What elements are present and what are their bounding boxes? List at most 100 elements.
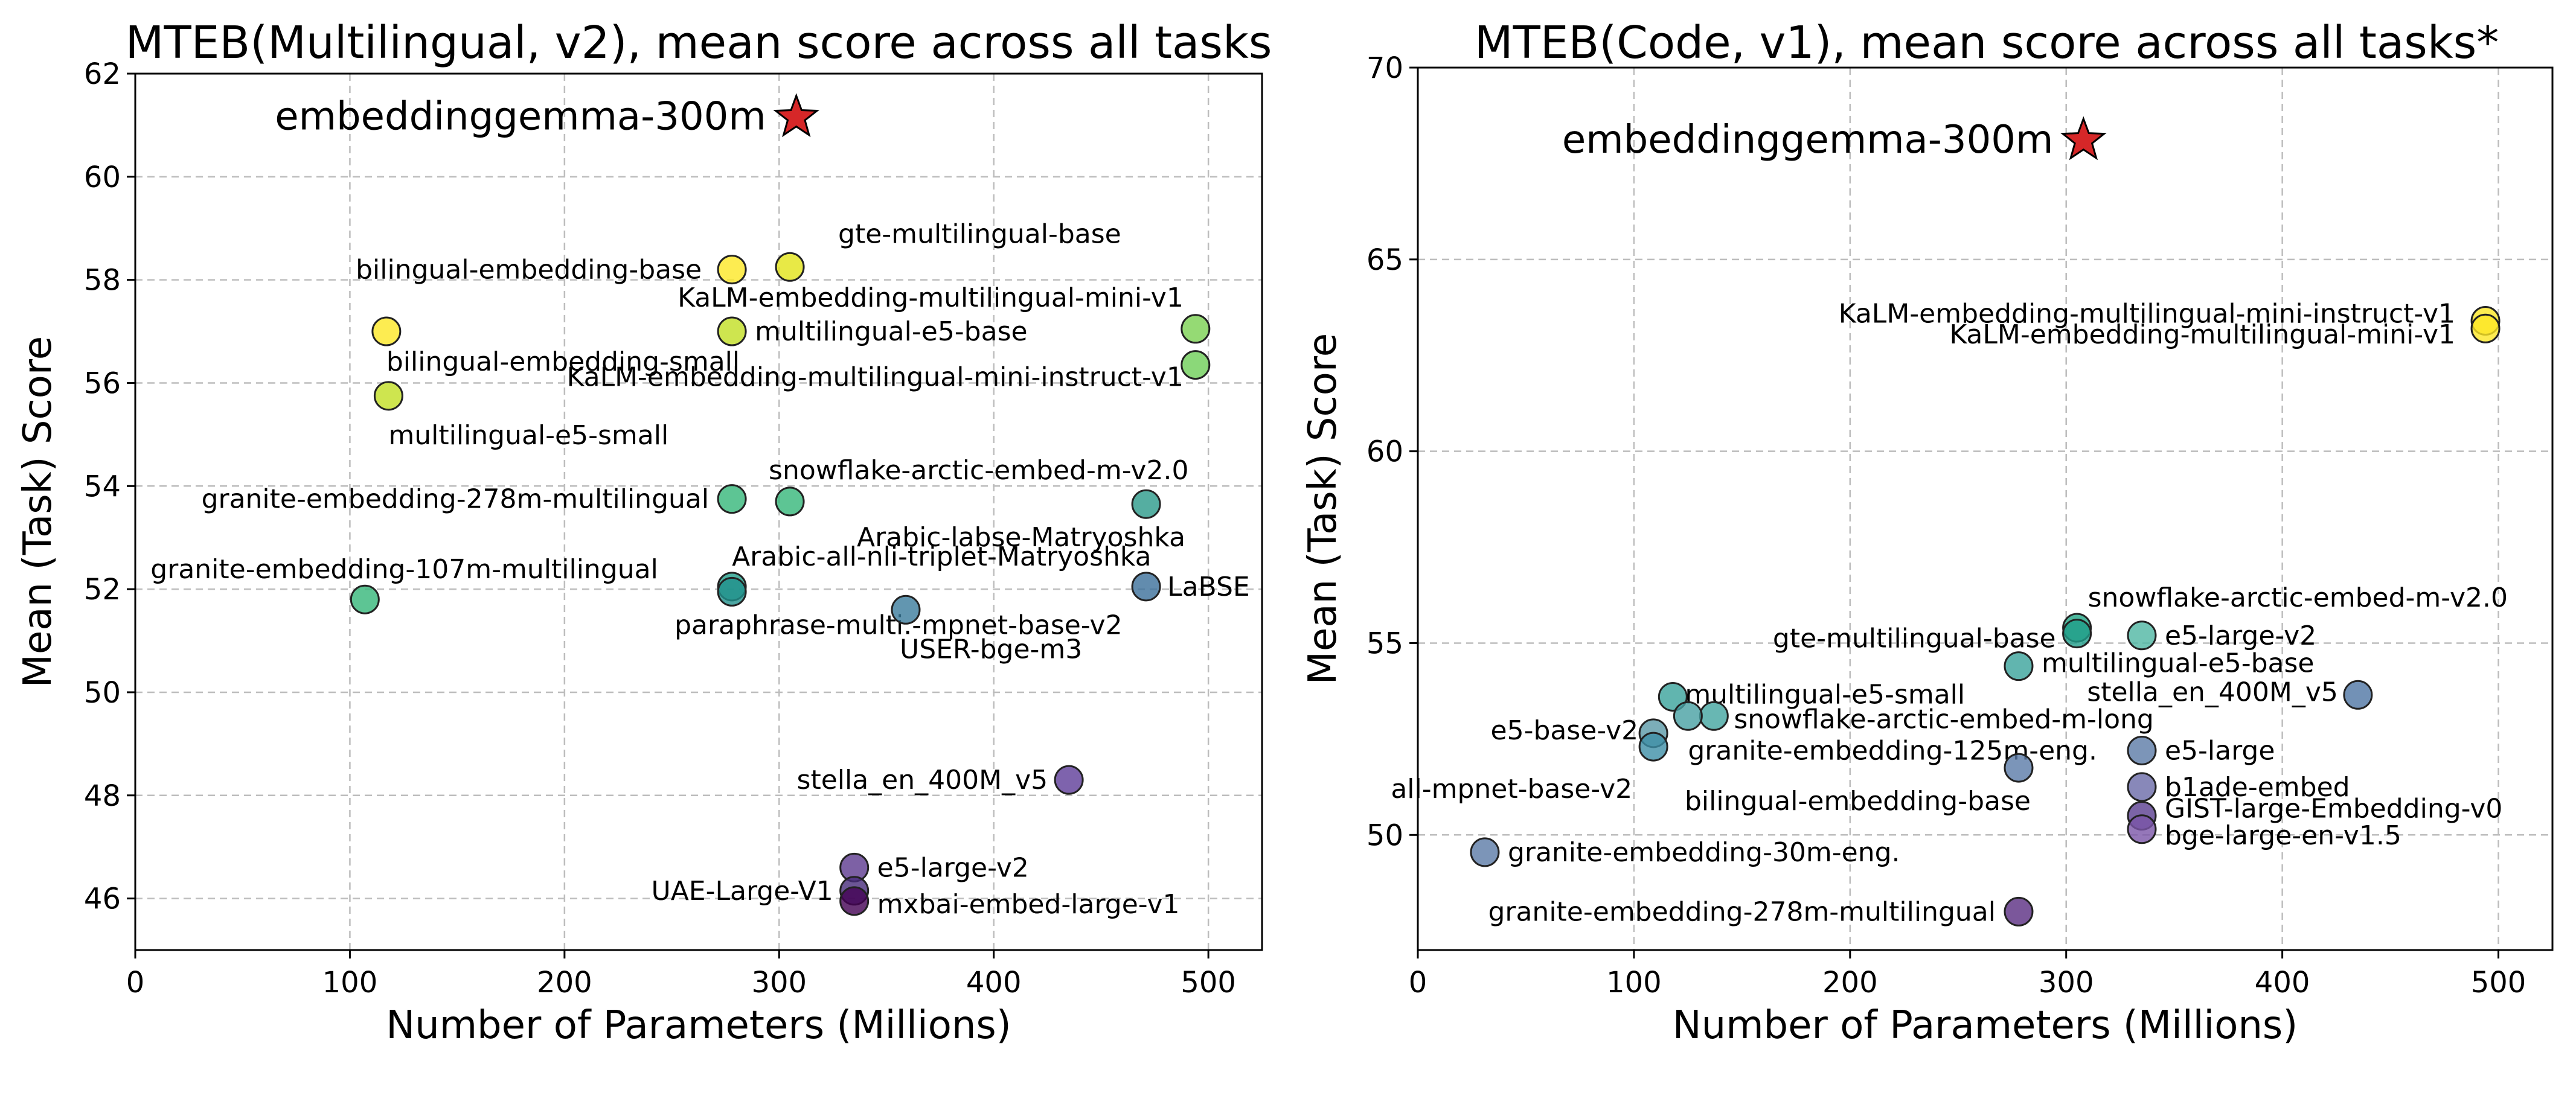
data-point (1131, 489, 1161, 519)
point-label: e5-large (2165, 735, 2275, 766)
point-label: UAE-Large-V1 (652, 876, 833, 907)
point-label: USER-bge-m3 (900, 634, 1082, 665)
x-tick-label: 100 (322, 966, 378, 1000)
data-point (717, 255, 747, 285)
x-axis-label: Number of Parameters (Millions) (1673, 1003, 2298, 1048)
data-point (839, 886, 870, 916)
point-label: granite-embedding-278m-multilingual (202, 484, 710, 515)
point-label: bilingual-embedding-small (386, 346, 740, 377)
point-label: KaLM-embedding-multilingual-mini-v1 (678, 282, 1184, 313)
y-tick-label: 50 (84, 676, 121, 710)
point-label: Arabic-all-nli-triplet-Matryoshka (732, 541, 1152, 572)
x-tick-label: 200 (537, 966, 592, 1000)
point-label: granite-embedding-107m-multilingual (150, 554, 658, 585)
point-label: snowflake-arctic-embed-m-v2.0 (769, 455, 1188, 486)
highlight-label: embeddinggemma-300m (1562, 118, 2053, 162)
point-label: GIST-large-Embedding-v0 (2165, 794, 2502, 824)
data-point (2343, 680, 2373, 710)
highlight-label: embeddinggemma-300m (275, 95, 766, 139)
data-point (1638, 732, 1668, 762)
x-tick-label: 200 (1822, 966, 1878, 1000)
point-label: snowflake-arctic-embed-m-long (1734, 704, 2154, 735)
data-point (373, 381, 403, 411)
chart-panel-1: 0 100 200 300 400 500 46 48 50 52 54 56 58 60 62MTEB(M… (16, 17, 1272, 1048)
point-label: granite-embedding-278m-multilingual (1488, 896, 1996, 927)
x-tick-label: 0 (1409, 966, 1427, 1000)
point-label: bilingual-embedding-base (356, 255, 702, 285)
point-label: gte-multilingual-base (1773, 623, 2056, 654)
data-point (371, 316, 402, 346)
point-label: KaLM-embedding-multilingual-mini-v1 (1949, 319, 2455, 350)
data-point (1054, 765, 1084, 795)
y-tick-label: 58 (84, 264, 121, 298)
point-label: all-mpnet-base-v2 (1391, 774, 1632, 805)
chart-title: MTEB(Code, v1), mean score across all ta… (1475, 17, 2499, 69)
point-label: b1ade-embed (2165, 772, 2350, 803)
point-label: stella_en_400M_v5 (2087, 677, 2338, 707)
point-label: LaBSE (1167, 572, 1250, 602)
data-point (2127, 735, 2157, 765)
x-tick-label: 500 (1181, 966, 1236, 1000)
y-tick-label: 62 (84, 57, 121, 91)
data-point (1181, 314, 1211, 344)
point-label: Arabic-labse-Matryoshka (857, 522, 1185, 553)
y-axis-label: Mean (Task) Score (1301, 333, 1345, 684)
point-label: mxbai-embed-large-v1 (877, 889, 1180, 920)
point-label: gte-multilingual-base (838, 218, 1121, 249)
point-label: granite-embedding-30m-eng. (1508, 837, 1900, 868)
y-tick-label: 46 (84, 882, 121, 916)
data-point (775, 252, 805, 282)
point-label: KaLM-embedding-multilingual-mini-instruc… (1839, 299, 2455, 330)
x-axis-label: Number of Parameters (Millions) (386, 1003, 1011, 1048)
data-point (350, 584, 380, 614)
plot-frame (134, 72, 1263, 951)
y-tick-label: 65 (1366, 243, 1403, 277)
data-point (717, 484, 747, 514)
data-point (1181, 350, 1211, 380)
x-tick-label: 100 (1606, 966, 1662, 1000)
point-label: granite-embedding-125m-eng. (1688, 735, 2097, 766)
point-label: stella_en_400M_v5 (797, 765, 1048, 796)
point-label: bge-large-en-v1.5 (2165, 820, 2401, 851)
x-tick-label: 300 (751, 966, 807, 1000)
y-tick-label: 60 (84, 161, 121, 194)
data-point (717, 316, 747, 346)
x-tick-label: 500 (2471, 966, 2526, 1000)
data-point (2127, 772, 2157, 802)
point-label: multilingual-e5-small (388, 420, 668, 451)
y-tick-label: 50 (1366, 818, 1403, 852)
data-point (2004, 896, 2034, 926)
y-tick-label: 56 (84, 366, 121, 400)
data-point (775, 486, 805, 517)
y-tick-label: 70 (1366, 51, 1403, 85)
highlight-star-marker (773, 93, 820, 138)
data-point (2470, 313, 2501, 343)
y-tick-label: 48 (84, 779, 121, 813)
point-label: e5-base-v2 (1491, 715, 1639, 746)
data-point (1131, 572, 1161, 602)
data-point (2004, 753, 2034, 783)
data-point (2127, 814, 2157, 844)
data-point (717, 576, 747, 607)
point-label: e5-large-v2 (877, 852, 1029, 883)
x-tick-label: 400 (966, 966, 1022, 1000)
y-tick-label: 54 (84, 470, 121, 503)
y-tick-label: 55 (1366, 627, 1403, 660)
point-label: multilingual-e5-base (2042, 648, 2315, 679)
point-label: multilingual-e5-small (1685, 679, 1965, 710)
point-label: e5-large-v2 (2165, 620, 2316, 651)
chart-panel-2: 0 100 200 300 400 500 50 55 60 65 70 MTEB(Code, v1)… (1301, 17, 2554, 1048)
data-point (1673, 701, 1703, 731)
x-tick-label: 400 (2255, 966, 2310, 1000)
point-label: snowflake-arctic-embed-m-v2.0 (2088, 582, 2508, 613)
plot-frame (1417, 66, 2554, 951)
data-point (1699, 701, 1729, 731)
point-label: bilingual-embedding-base (1685, 786, 2031, 817)
data-point (2062, 619, 2092, 649)
y-tick-label: 52 (84, 573, 121, 607)
x-tick-label: 0 (126, 966, 145, 1000)
x-tick-label: 300 (2039, 966, 2094, 1000)
data-point (2004, 651, 2034, 681)
point-label: KaLM-embedding-multilingual-mini-instruc… (567, 362, 1184, 393)
